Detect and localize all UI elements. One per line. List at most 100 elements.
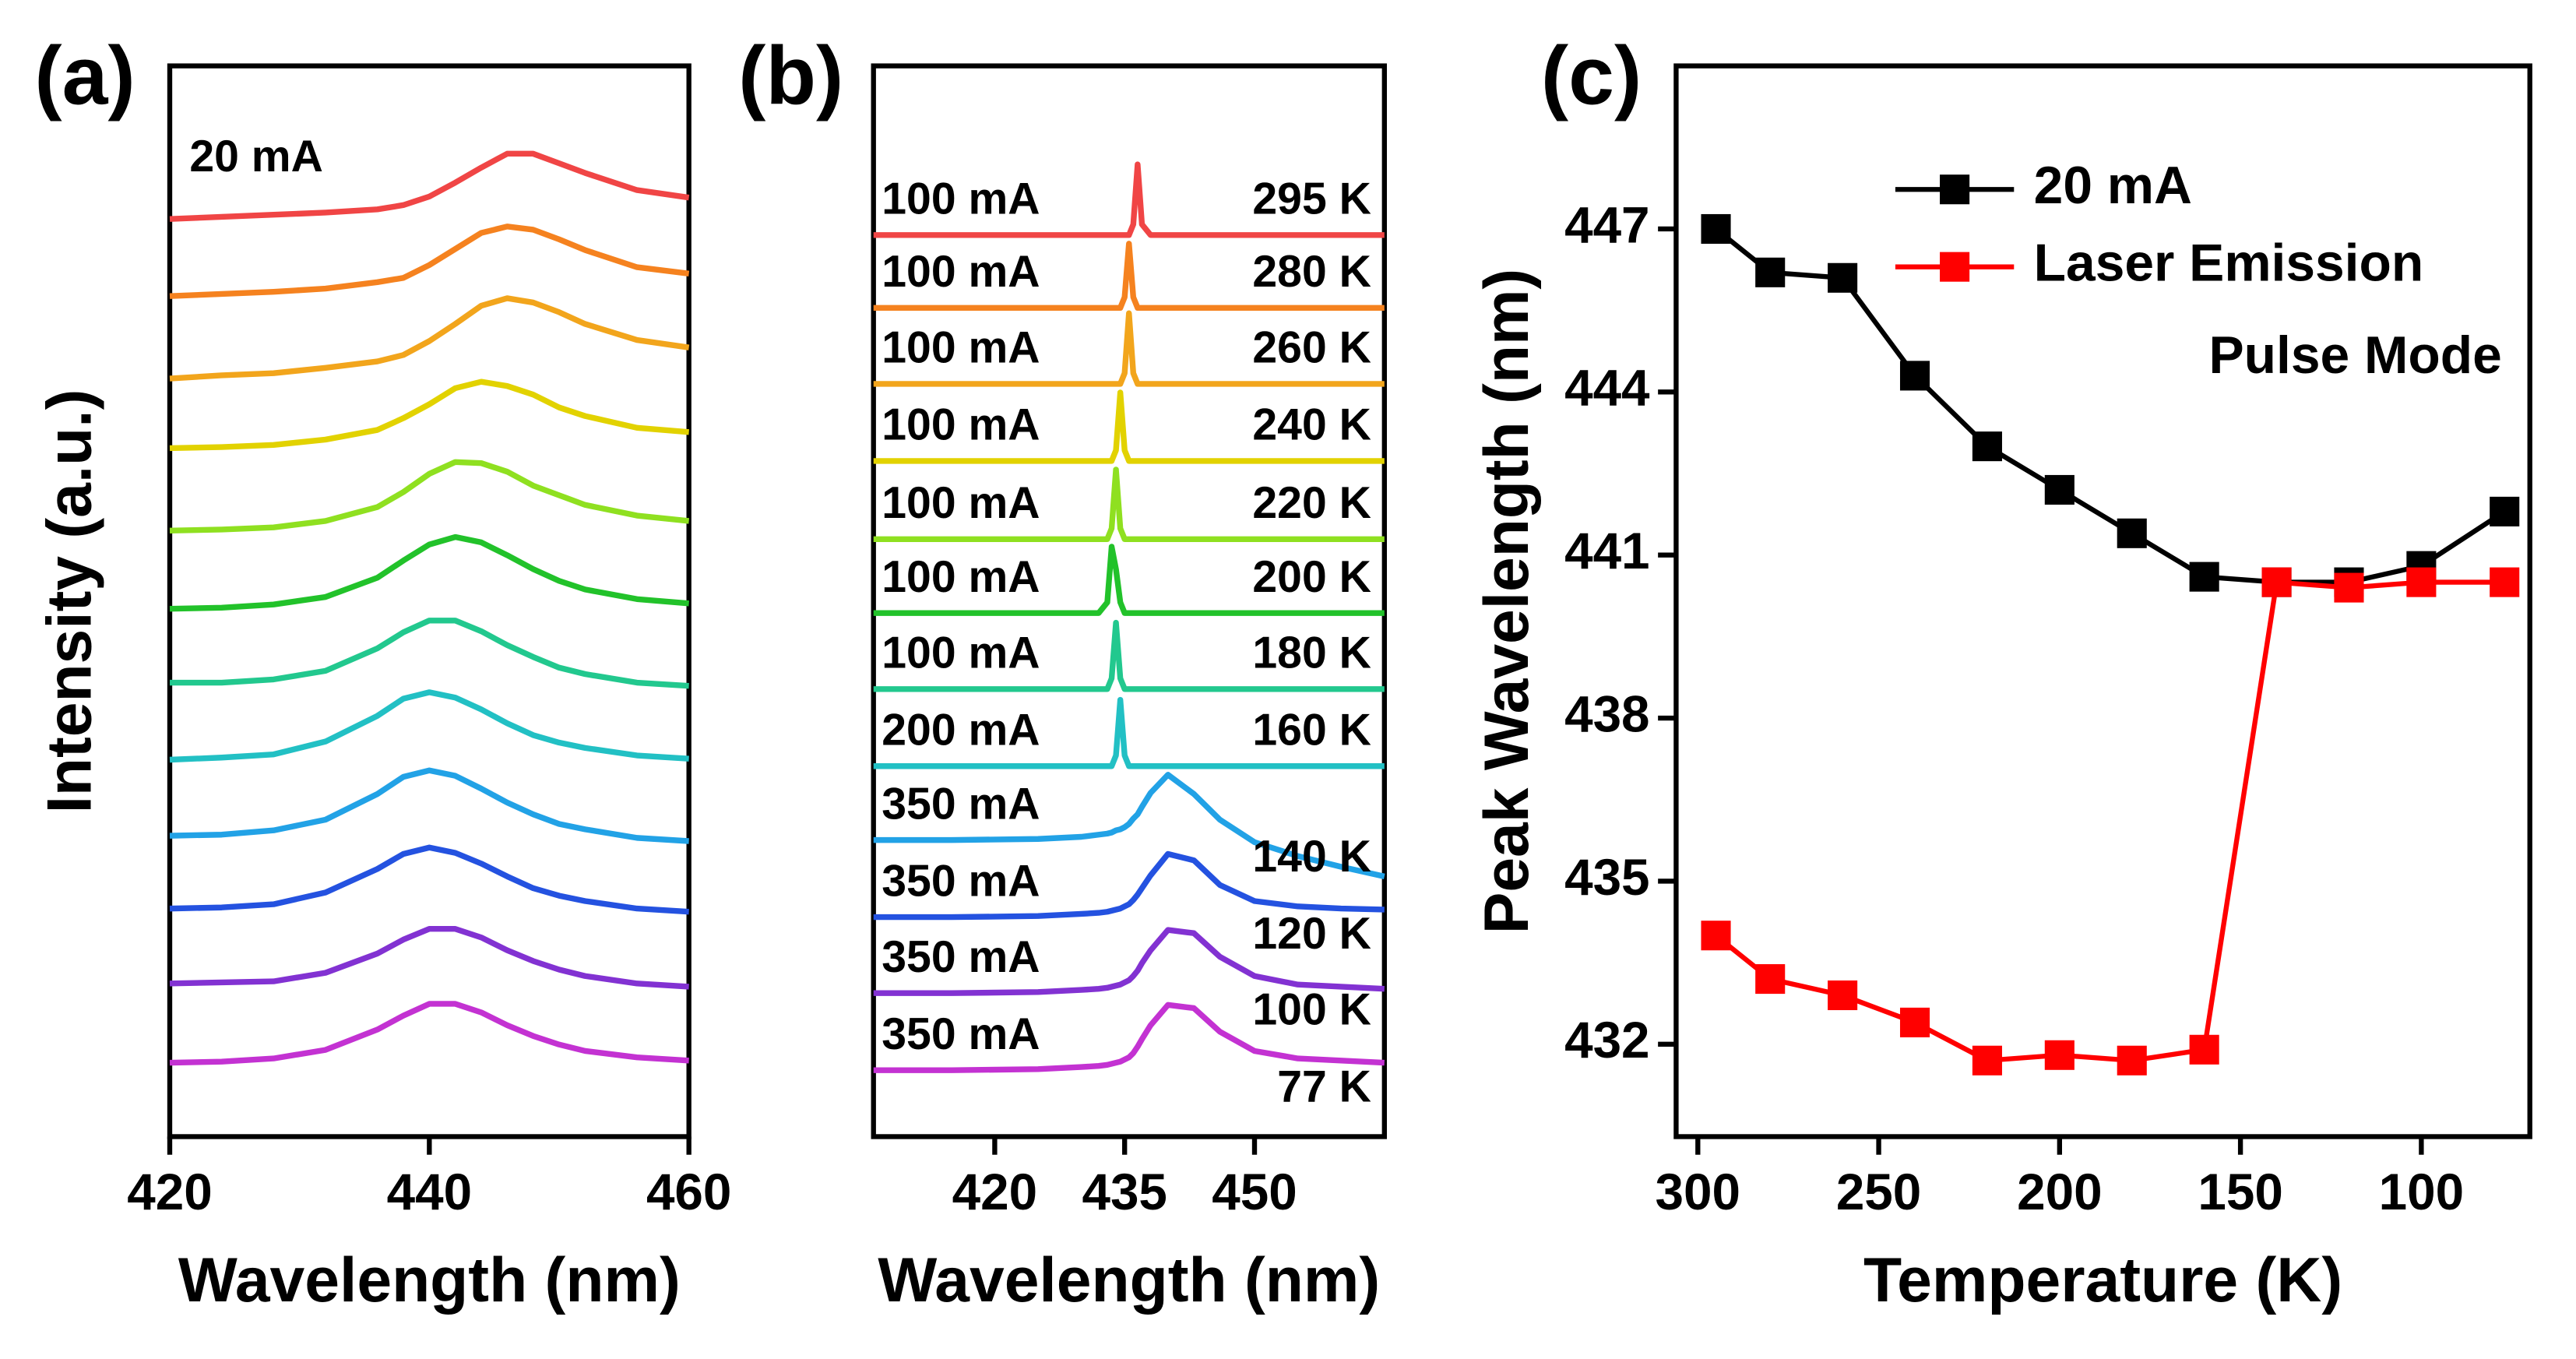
current-label: 100 mA xyxy=(882,552,1040,602)
series-line xyxy=(873,389,1385,464)
legend-label: Laser Emission xyxy=(2034,234,2424,293)
x-tick-label: 100 xyxy=(2379,1164,2464,1220)
y-tick-label: 438 xyxy=(1564,685,1649,742)
current-label: 350 mA xyxy=(882,1009,1040,1059)
series-line xyxy=(873,696,1385,769)
marker xyxy=(2117,518,2147,548)
annotation: 20 mA xyxy=(189,132,322,181)
series-line xyxy=(873,466,1385,542)
temperature-label: 140 K xyxy=(1252,832,1371,882)
marker xyxy=(2406,567,2437,597)
marker xyxy=(1899,1007,1930,1037)
marker xyxy=(2189,562,2219,592)
temperature-label: 180 K xyxy=(1252,628,1371,678)
marker xyxy=(2334,572,2364,603)
plot-frame xyxy=(871,63,1387,1139)
marker xyxy=(2044,474,2075,505)
temperature-label: 77 K xyxy=(1277,1062,1371,1112)
series-line xyxy=(169,224,690,299)
current-label: 100 mA xyxy=(882,478,1040,528)
y-tick-label: 435 xyxy=(1564,849,1649,906)
marker xyxy=(1972,431,2002,462)
x-tick-label: 450 xyxy=(1212,1164,1297,1220)
x-tick-label: 435 xyxy=(1082,1164,1167,1220)
series-line xyxy=(873,619,1385,692)
series-line xyxy=(169,295,690,382)
y-tick-label: 447 xyxy=(1564,196,1649,253)
x-tick-label: 440 xyxy=(387,1164,472,1220)
current-label: 350 mA xyxy=(882,932,1040,982)
temperature-label: 280 K xyxy=(1252,247,1371,297)
x-axis-title: Wavelength (nm) xyxy=(878,1245,1380,1315)
series-line xyxy=(169,767,689,844)
x-tick-label: 150 xyxy=(2198,1164,2282,1220)
x-axis-title: Wavelength (nm) xyxy=(178,1245,681,1315)
series-line xyxy=(169,533,689,612)
x-tick-label: 420 xyxy=(952,1164,1037,1220)
x-tick-label: 300 xyxy=(1656,1164,1740,1220)
marker xyxy=(1972,1045,2002,1076)
current-label: 100 mA xyxy=(882,174,1040,224)
series-line xyxy=(873,544,1385,616)
x-tick-label: 250 xyxy=(1836,1164,1921,1220)
panel-label: (a) xyxy=(34,30,135,122)
marker xyxy=(1828,980,1858,1011)
marker xyxy=(2044,1040,2075,1070)
series-line xyxy=(169,926,689,990)
series-line xyxy=(873,927,1385,996)
series-line xyxy=(873,1002,1385,1073)
marker xyxy=(2490,567,2520,597)
current-label: 100 mA xyxy=(882,400,1040,450)
y-axis-title: Peak Wavelength (nm) xyxy=(1472,269,1542,934)
marker xyxy=(1701,213,1731,245)
series-line xyxy=(873,241,1385,312)
marker xyxy=(2490,496,2520,526)
x-axis-title: Temperature (K) xyxy=(1863,1245,2342,1315)
series-line xyxy=(169,618,689,689)
y-tick-label: 441 xyxy=(1564,523,1649,579)
series-line xyxy=(169,844,689,915)
current-label: 350 mA xyxy=(882,779,1040,829)
y-tick-label: 432 xyxy=(1564,1012,1649,1069)
current-label: 350 mA xyxy=(882,856,1040,906)
legend-marker xyxy=(1940,252,1970,282)
temperature-label: 160 K xyxy=(1252,706,1371,755)
series-line xyxy=(873,772,1385,879)
plot-frame xyxy=(1673,63,2532,1139)
plot-frame xyxy=(167,63,692,1139)
temperature-label: 120 K xyxy=(1252,909,1371,959)
x-tick-label: 420 xyxy=(127,1164,212,1220)
series-line xyxy=(169,459,690,533)
panel-label: (b) xyxy=(738,30,843,122)
temperature-label: 100 K xyxy=(1252,985,1371,1035)
y-tick-label: 444 xyxy=(1564,360,1650,417)
temperature-label: 220 K xyxy=(1252,478,1371,528)
current-label: 200 mA xyxy=(882,706,1040,755)
panel-label: (c) xyxy=(1541,30,1642,122)
series-line xyxy=(169,1001,689,1066)
temperature-label: 200 K xyxy=(1252,552,1371,602)
x-tick-label: 200 xyxy=(2017,1164,2102,1220)
current-label: 100 mA xyxy=(882,323,1040,373)
marker xyxy=(1701,921,1731,951)
marker xyxy=(1755,964,1786,995)
annotation: Pulse Mode xyxy=(2209,326,2502,385)
marker xyxy=(1828,262,1858,293)
temperature-label: 240 K xyxy=(1252,400,1371,450)
series-line xyxy=(873,161,1385,238)
marker xyxy=(2189,1034,2219,1065)
current-label: 100 mA xyxy=(882,247,1040,297)
series-line xyxy=(873,850,1385,921)
series-line xyxy=(873,310,1385,387)
y-axis-title: Intensity (a.u.) xyxy=(34,389,104,814)
series-line xyxy=(169,689,689,763)
legend-marker xyxy=(1940,174,1970,205)
marker xyxy=(1755,257,1786,287)
current-label: 100 mA xyxy=(882,628,1040,678)
marker xyxy=(2117,1045,2147,1076)
temperature-label: 295 K xyxy=(1252,174,1371,224)
marker xyxy=(1899,361,1930,391)
marker xyxy=(2261,567,2292,597)
x-tick-label: 460 xyxy=(646,1164,731,1220)
